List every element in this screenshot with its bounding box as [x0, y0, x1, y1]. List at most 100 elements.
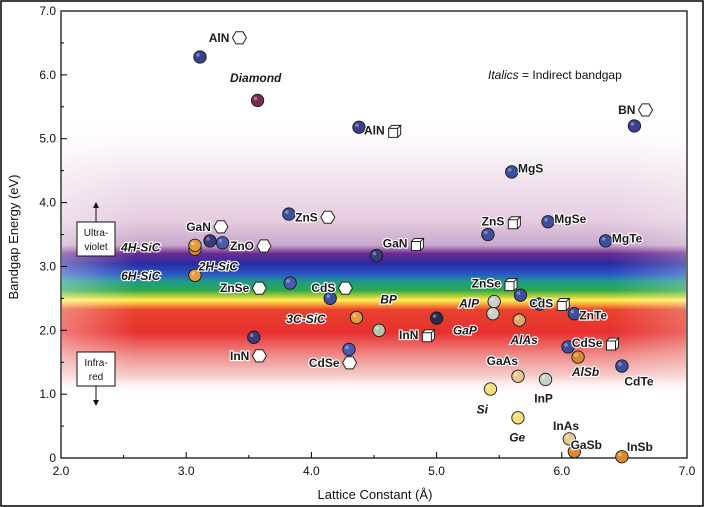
- x-axis-label: Lattice Constant (Å): [318, 487, 433, 502]
- cubic-lattice-icon: [504, 277, 519, 292]
- data-point-highlight: [196, 53, 200, 57]
- data-point-highlight: [375, 326, 379, 331]
- data-point: [481, 227, 495, 242]
- data-point: [323, 291, 337, 306]
- point-label: InSb: [627, 440, 653, 454]
- data-point: [598, 234, 613, 248]
- uv-label-line-2: violet: [84, 242, 108, 253]
- data-point-highlight: [486, 385, 491, 389]
- data-point: [538, 372, 553, 387]
- data-point: [429, 311, 444, 325]
- point-label: GaN: [383, 236, 408, 250]
- point-label: AlAs: [509, 333, 538, 347]
- hexagonal-lattice-icon: [342, 356, 358, 370]
- data-point-highlight: [355, 123, 359, 128]
- ir-label-line-1: Infra-: [84, 358, 107, 369]
- data-point-highlight: [352, 313, 357, 318]
- data-point-highlight: [490, 297, 494, 302]
- data-point: [505, 165, 519, 179]
- data-point: [567, 307, 581, 321]
- data-point: [487, 294, 501, 309]
- x-tick-label: 7.0: [679, 464, 696, 478]
- data-point-highlight: [630, 122, 635, 126]
- y-tick-label: 2.0: [39, 323, 56, 337]
- point-label: BN: [618, 103, 635, 117]
- data-point-highlight: [541, 375, 546, 380]
- point-label: BP: [380, 293, 398, 307]
- hexagonal-lattice-icon: [213, 220, 229, 234]
- point-label: CdSe: [309, 356, 340, 370]
- cubic-lattice-icon: [556, 297, 571, 311]
- data-point: [512, 313, 526, 327]
- data-point-highlight: [570, 309, 575, 314]
- hexagonal-lattice-icon: [320, 210, 336, 224]
- cubic-lattice-icon: [410, 237, 425, 251]
- data-point-highlight: [286, 279, 290, 283]
- data-point-highlight: [544, 217, 548, 222]
- hexagonal-lattice-icon: [231, 31, 247, 45]
- point-label: GaP: [453, 323, 478, 337]
- hexagonal-lattice-icon: [256, 239, 272, 253]
- point-label: ZnO: [230, 239, 254, 253]
- hexagonal-lattice-icon: [637, 103, 654, 117]
- cubic-lattice-icon: [421, 328, 436, 343]
- data-point: [483, 382, 498, 396]
- point-label: 6H-SiC: [121, 269, 161, 283]
- point-label: MgS: [518, 162, 543, 176]
- data-point: [342, 342, 356, 357]
- infrared-box: Infra- red: [76, 351, 116, 406]
- data-point-highlight: [515, 316, 520, 320]
- hexagonal-lattice-icon: [251, 281, 267, 295]
- data-point: [562, 432, 576, 446]
- y-tick-label: 4.0: [39, 196, 56, 210]
- data-point: [188, 268, 202, 283]
- data-point: [567, 444, 581, 459]
- cubic-lattice-icon: [388, 124, 402, 138]
- data-point-highlight: [514, 413, 518, 418]
- point-label: ZnS: [482, 215, 505, 229]
- data-point-highlight: [206, 237, 210, 241]
- point-label: GaN: [186, 220, 211, 234]
- point-labels: AlN Diamond AlN BN MgS ZnS ZnS MgSe MgTe GaN ZnO Ga…: [119, 30, 655, 456]
- data-point: [283, 276, 297, 290]
- data-point-highlight: [432, 314, 437, 318]
- data-point-highlight: [516, 291, 521, 295]
- uv-label-box: [76, 221, 116, 257]
- point-label: 2H-SiC: [198, 259, 239, 273]
- data-point: [513, 288, 528, 302]
- point-label: Si: [477, 402, 489, 416]
- y-axis-label: Bandgap Energy (eV): [6, 174, 21, 299]
- point-label: ZnSe: [220, 281, 250, 295]
- point-label: InAs: [553, 419, 579, 433]
- data-point-highlight: [285, 210, 289, 214]
- point-label: CdTe: [624, 374, 653, 388]
- point-label: GaSb: [571, 438, 602, 452]
- data-point: [282, 207, 296, 221]
- data-point-highlight: [564, 343, 568, 347]
- note-italic: Italics: [488, 68, 519, 82]
- data-point-highlight: [372, 251, 377, 256]
- point-label: CdS: [311, 281, 335, 295]
- data-point: [250, 93, 265, 108]
- data-point-highlight: [253, 96, 258, 101]
- point-label: CdSe: [572, 336, 603, 350]
- data-point: [615, 359, 629, 373]
- data-point: [561, 340, 575, 354]
- data-point-highlight: [574, 353, 578, 357]
- point-label: MgSe: [554, 212, 586, 226]
- point-label: CdS: [529, 296, 553, 310]
- data-point-highlight: [489, 309, 493, 314]
- point-label: AlSb: [571, 365, 599, 379]
- data-point: [541, 215, 555, 229]
- point-label: Ge: [509, 431, 525, 445]
- data-point: [571, 350, 585, 364]
- data-point-highlight: [570, 447, 575, 452]
- data-point: [372, 323, 386, 337]
- ir-arrow-head: [93, 400, 99, 406]
- uv-arrow-head: [93, 202, 99, 208]
- point-label: AlN: [209, 31, 230, 45]
- y-tick-label: 7.0: [39, 4, 56, 18]
- data-point: [532, 297, 546, 311]
- cubic-lattice-icon: [507, 215, 522, 230]
